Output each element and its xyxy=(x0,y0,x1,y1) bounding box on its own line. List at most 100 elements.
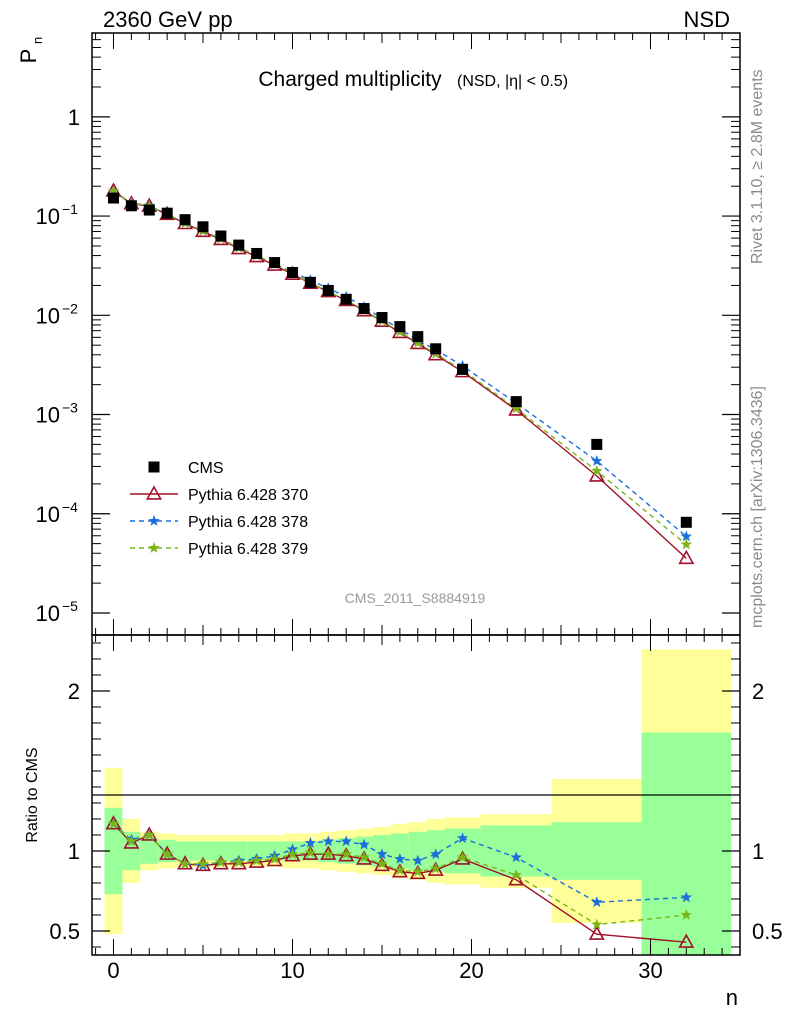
ratio-point-2-4 xyxy=(179,857,191,869)
main-series-0 xyxy=(105,182,695,565)
ratio-series-layer xyxy=(105,815,695,948)
band-inner-7 xyxy=(229,841,248,861)
ratio-point-0-18 xyxy=(427,861,444,876)
legend-marker-3 xyxy=(148,542,160,553)
ratio-point-2-21 xyxy=(591,918,603,930)
legend-entry-2: Pythia 6.428 378 xyxy=(130,514,308,531)
main-point-3-6 xyxy=(215,230,227,242)
header-right: NSD xyxy=(684,7,730,32)
main-series-layer xyxy=(105,182,695,565)
ratio-point-0-9 xyxy=(266,851,283,867)
main-point-3-3 xyxy=(161,207,173,219)
ratio-ytick-label-left-1: 1 xyxy=(68,839,80,864)
ratio-point-2-14 xyxy=(358,851,370,863)
band-inner-2 xyxy=(140,838,159,864)
main-ytick-label-3: 10 xyxy=(36,303,60,328)
legend-entry-0: CMS xyxy=(148,460,224,477)
ratio-point-1-16 xyxy=(394,853,406,864)
ratio-point-2-5 xyxy=(197,857,209,869)
legend-marker-1 xyxy=(145,485,163,500)
axes-layer: 10 −510 −410 −310 −210 −110 10 20 300.5 0.51 12 2 xyxy=(36,32,783,983)
ratio-ytick-label-right-1: 1 xyxy=(752,839,764,864)
ratio-frame xyxy=(91,634,741,956)
ratio-point-1-21 xyxy=(591,896,603,908)
main-subtitle: (NSD, |η| < 0.5) xyxy=(457,73,568,90)
x-axis-label: n xyxy=(726,985,738,1010)
ratio-xtick-label-2: 20 xyxy=(459,958,483,983)
side-note-rivet: Rivet 3.1.10, ≥ 2.8M events xyxy=(749,69,766,264)
legend: CMS Pythia 6.428 370 Pythia 6.428 378 Pythi… xyxy=(130,460,308,558)
ratio-point-0-7 xyxy=(230,855,247,870)
ratio-point-1-14 xyxy=(358,838,370,850)
main-point-3-12 xyxy=(322,284,334,296)
main-ytick-label-0: 10 xyxy=(36,601,60,626)
main-point-1-21 xyxy=(591,455,603,466)
main-series-line-1 xyxy=(113,190,687,538)
main-point-3-15 xyxy=(376,312,388,324)
ratio-uncertainty-bands xyxy=(104,649,732,955)
main-point-3-16 xyxy=(394,321,406,333)
ratio-point-2-22 xyxy=(680,909,692,920)
ratio-ytick-label-left-0: 0.5 xyxy=(49,919,80,944)
band-inner-6 xyxy=(211,841,230,861)
main-point-3-22 xyxy=(680,516,692,528)
main-point-3-17 xyxy=(412,331,424,343)
main-point-2-21 xyxy=(591,465,603,476)
ratio-point-2-8 xyxy=(251,854,263,866)
main-ylabel: P xyxy=(16,49,41,64)
band-inner-17 xyxy=(408,831,427,871)
ratio-point-1-17 xyxy=(412,854,424,866)
ratio-point-2-7 xyxy=(233,856,245,868)
main-ytick-label-4: 10 xyxy=(36,204,60,229)
ratio-point-2-17 xyxy=(412,865,424,877)
main-point-3-18 xyxy=(430,343,442,355)
main-point-3-13 xyxy=(340,293,352,305)
ratio-point-0-22 xyxy=(678,933,695,948)
main-point-0-20 xyxy=(508,401,525,416)
ratio-ylabel-text: Ratio to CMS xyxy=(24,747,41,842)
main-point-3-7 xyxy=(233,239,245,251)
band-inner-21 xyxy=(552,822,642,880)
band-inner-20 xyxy=(480,825,553,877)
legend-label-0: CMS xyxy=(188,460,224,477)
ratio-point-1-13 xyxy=(340,835,352,847)
ratio-point-2-12 xyxy=(322,848,334,860)
main-title: Charged multiplicity xyxy=(258,68,442,91)
main-ytick-exp-1: −4 xyxy=(62,499,78,515)
ratio-point-0-10 xyxy=(284,847,301,862)
ratio-ytick-label-left-2: 2 xyxy=(68,679,80,704)
ratio-point-2-11 xyxy=(304,846,317,858)
ratio-point-2-2 xyxy=(143,829,155,840)
ratio-point-2-9 xyxy=(268,853,281,864)
legend-marker-0 xyxy=(148,461,160,473)
ratio-point-0-17 xyxy=(409,864,426,880)
main-point-2-20 xyxy=(510,402,522,414)
ratio-point-0-16 xyxy=(391,863,408,878)
ratio-point-0-15 xyxy=(373,856,391,872)
ratio-point-2-1 xyxy=(125,835,138,847)
band-inner-4 xyxy=(176,841,195,861)
legend-marker-2 xyxy=(148,515,160,526)
ratio-point-1-22 xyxy=(680,891,692,903)
ratio-point-0-21 xyxy=(588,925,605,940)
ratio-ylabel: Ratio to CMS xyxy=(24,747,41,842)
ratio-point-1-19 xyxy=(456,832,469,844)
main-point-3-0 xyxy=(107,192,119,204)
band-inner-16 xyxy=(390,833,409,869)
ratio-xtick-label-1: 10 xyxy=(280,958,304,983)
main-point-0-22 xyxy=(678,549,695,565)
legend-entry-3: Pythia 6.428 379 xyxy=(130,541,308,558)
main-ytick-exp-0: −5 xyxy=(62,598,78,614)
main-point-3-14 xyxy=(358,303,370,315)
main-ytick-exp-4: −1 xyxy=(62,201,78,217)
side-note-mcplots: mcplots.cern.ch [arXiv:1306.3436] xyxy=(749,386,766,628)
ratio-point-1-11 xyxy=(304,837,317,848)
legend-label-3: Pythia 6.428 379 xyxy=(188,541,308,558)
header-left: 2360 GeV pp xyxy=(103,7,233,32)
ratio-xtick-label-3: 30 xyxy=(638,958,662,983)
legend-label-2: Pythia 6.428 378 xyxy=(188,514,308,531)
ratio-point-0-20 xyxy=(508,871,525,886)
ratio-point-2-6 xyxy=(215,856,227,868)
main-point-3-5 xyxy=(197,221,209,233)
